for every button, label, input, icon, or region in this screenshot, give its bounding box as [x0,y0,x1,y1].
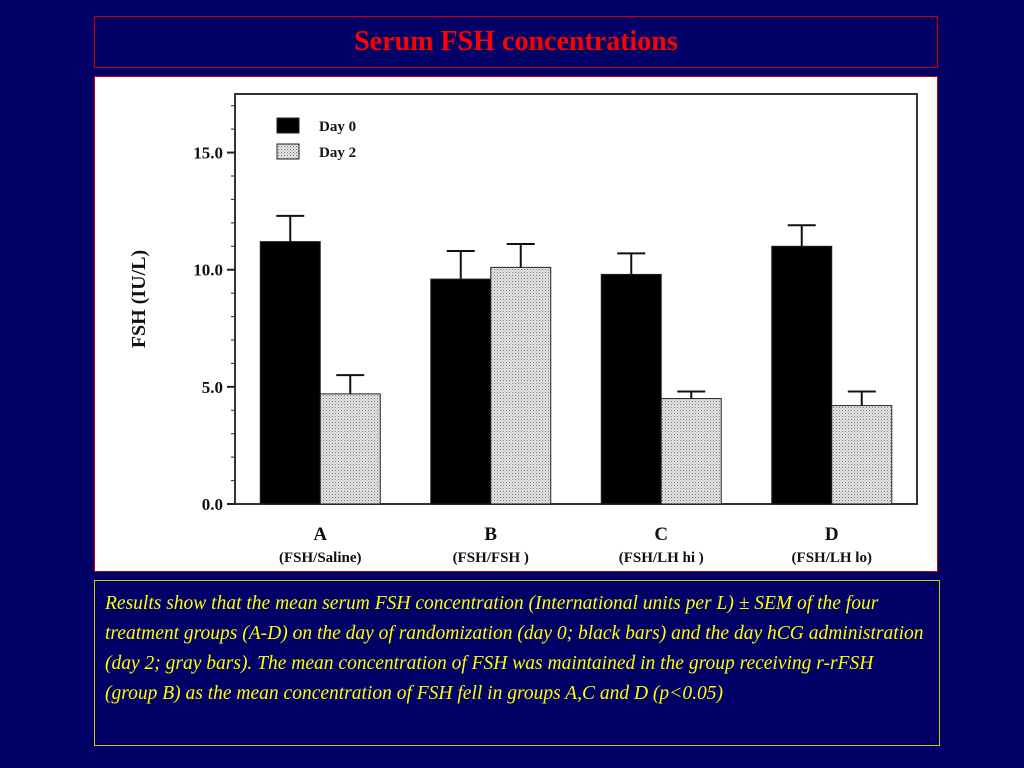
caption-text: Results show that the mean serum FSH con… [105,593,924,704]
slide-title: Serum FSH concentrations [354,26,678,57]
x-tick-label: D [825,524,839,545]
y-tick-label: 5.0 [202,378,223,397]
y-tick-label: 15.0 [193,144,223,163]
x-tick-label: C [654,524,668,545]
legend-label: Day 2 [319,145,356,161]
bar-day-0-b [430,278,492,505]
bar-day-2-a [319,393,381,505]
x-tick-label: A [313,524,327,545]
bar-chart: 0.0 5.0 10.0 15.0 FSH (IU/L) A (FSH/Saline) B (F… [128,93,918,566]
x-tick-sublabel: (FSH/LH lo) [792,550,872,566]
x-tick-label: B [484,524,497,545]
legend-swatch [276,117,300,134]
bar-day-0-d [771,245,833,505]
chart-panel: 0.0 5.0 10.0 15.0 FSH (IU/L) A (FSH/Saline) B (F… [94,76,938,572]
y-axis-label: FSH (IU/L) [128,250,150,348]
x-tick-sublabel: (FSH/LH hi ) [619,550,704,566]
plot-frame [234,93,918,505]
legend-swatch [276,143,300,160]
bar-day-0-c [600,273,662,505]
title-box: Serum FSH concentrations [94,16,938,68]
y-tick-label: 0.0 [202,495,223,514]
caption-box: Results show that the mean serum FSH con… [94,580,940,746]
y-tick-label: 10.0 [193,261,223,280]
bar-day-2-b [490,266,552,505]
bar-day-2-d [831,405,893,505]
bar-day-0-a [259,241,321,505]
bar-day-2-c [660,398,722,505]
x-tick-sublabel: (FSH/Saline) [279,550,362,566]
x-tick-sublabel: (FSH/FSH ) [453,550,529,566]
legend-label: Day 0 [319,119,356,135]
